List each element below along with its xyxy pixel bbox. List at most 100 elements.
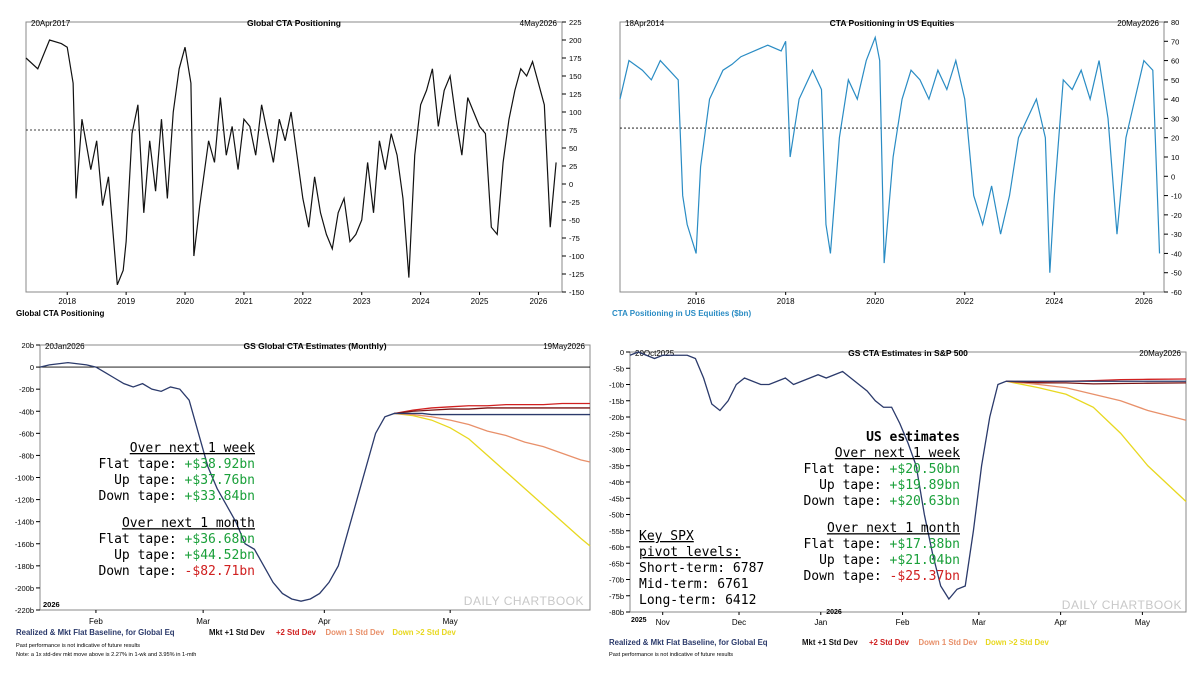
chart-title: GS Global CTA Estimates (Monthly) [243,341,386,351]
x-tick-label: Apr [1054,618,1067,627]
week-row: Up tape: +$19.89bn [819,478,960,493]
row-label: Up tape: [114,473,184,488]
series-line-global-cta [25,39,557,286]
legend-entry-down1: Down 1 Std Dev [325,628,385,637]
row-value: +$20.63bn [890,494,960,509]
y-tick-label: 10 [1171,153,1179,162]
y-tick-label: -40 [1171,249,1182,258]
y-tick-label: -10 [1171,192,1182,201]
x-tick-label: 2020 [866,297,884,306]
y-tick-label: 40 [1171,95,1179,104]
y-tick-label: -30b [609,446,624,455]
chart-title: CTA Positioning in US Equities [830,18,955,28]
y-tick-label: 0 [30,363,34,372]
legend-entry-down2: Down >2 Std Dev [985,638,1049,647]
y-tick-label: -25 [569,198,580,207]
y-tick-label: -40b [609,478,624,487]
y-tick-label: -80b [609,608,624,617]
x-tick-label: May [443,617,458,626]
y-tick-label: -120b [15,496,34,505]
series-line-down2 [394,412,591,547]
row-value: +$36.68bn [185,532,255,547]
series-line-plus2 [394,402,590,415]
legend-entry-baseline: Realized & Mkt Flat Baseline, for Global… [609,638,768,647]
y-tick-label: -40b [19,407,34,416]
x-tick-label: 2018 [58,297,76,306]
y-tick-label: 25 [569,162,577,171]
x-tick-label: Mar [972,618,986,627]
row-value: +$37.76bn [185,473,255,488]
x-tick-label: 2026 [1135,297,1153,306]
watermark: DAILY CHARTBOOK [1062,598,1182,612]
y-tick-label: -140b [15,518,34,527]
y-tick-label: 70 [1171,37,1179,46]
y-tick-label: -220b [15,606,34,615]
end-date-label: 19May2026 [543,342,585,351]
year-label: 2025 [631,617,647,624]
y-tick-label: -150 [569,288,584,297]
y-tick-label: -5b [613,364,624,373]
end-date-label: 20May2026 [1117,19,1159,28]
month-row: Flat tape: +$36.68bn [98,532,255,547]
y-tick-label: 0 [569,180,573,189]
row-value: +$38.92bn [185,457,255,472]
month-row: Flat tape: +$17.38bn [803,537,960,552]
row-value: +$19.89bn [890,478,960,493]
x-tick-label: 2025 [471,297,489,306]
week-row: Down tape: +$20.63bn [803,494,960,509]
y-tick-label: 150 [569,72,582,81]
y-tick-label: -20b [19,385,34,394]
month-row: Down tape: -$25.37bn [803,569,960,584]
week-header: Over next 1 week [130,441,255,456]
row-label: Flat tape: [803,462,889,477]
y-tick-label: -25b [609,429,624,438]
y-tick-label: -10b [609,381,624,390]
y-tick-label: -180b [15,562,34,571]
y-tick-label: 200 [569,36,582,45]
week-row: Flat tape: +$20.50bn [803,462,960,477]
row-label: Up tape: [114,548,184,563]
week-header: Over next 1 week [835,446,960,461]
series-line-baseline [39,362,590,602]
series-line-plus1 [394,407,590,415]
y-tick-label: 225 [569,18,582,27]
pivot-row: Short-term: 6787 [639,561,764,576]
legend-entry-plus1: Mkt +1 Std Dev [209,628,265,637]
footnote: Past performance is not indicative of fu… [16,643,140,649]
legend-entry-plus2: +2 Std Dev [869,638,910,647]
legend-label: CTA Positioning in US Equities ($bn) [612,309,751,318]
week-row: Flat tape: +$38.92bn [98,457,255,472]
x-tick-label: 2022 [294,297,312,306]
x-tick-label: Feb [896,618,910,627]
x-tick-label: Apr [318,617,331,626]
row-value: +$33.84bn [185,489,255,504]
x-tick-label: 2019 [117,297,135,306]
x-tick-label: 2018 [777,297,795,306]
y-tick-label: -60b [609,543,624,552]
y-tick-label: -30 [1171,230,1182,239]
y-tick-label: 50 [569,144,577,153]
y-tick-label: 60 [1171,57,1179,66]
y-tick-label: -20b [609,413,624,422]
row-label: Down tape: [803,569,889,584]
series-line-baseline [629,351,1186,601]
start-date-label: 20Oct2025 [635,349,675,358]
row-label: Down tape: [803,494,889,509]
row-value: -$82.71bn [185,564,255,579]
y-tick-label: -60 [1171,288,1182,297]
y-tick-label: 30 [1171,114,1179,123]
row-value: +$21.04bn [890,553,960,568]
chart-title: GS CTA Estimates in S&P 500 [848,348,968,358]
y-tick-label: -50 [1171,269,1182,278]
x-tick-label: Dec [732,618,746,627]
series-line-down2 [1005,380,1187,502]
plot-frame [25,21,563,293]
start-date-label: 20Jan2026 [45,342,85,351]
chart-title: Global CTA Positioning [247,18,341,28]
legend-entry-down2: Down >2 Std Dev [392,628,456,637]
x-tick-label: 2024 [412,297,430,306]
pivot-row: Long-term: 6412 [639,593,756,608]
row-value: +$20.50bn [890,462,960,477]
y-tick-label: -160b [15,540,34,549]
pivot-header: Key SPX [639,529,694,544]
